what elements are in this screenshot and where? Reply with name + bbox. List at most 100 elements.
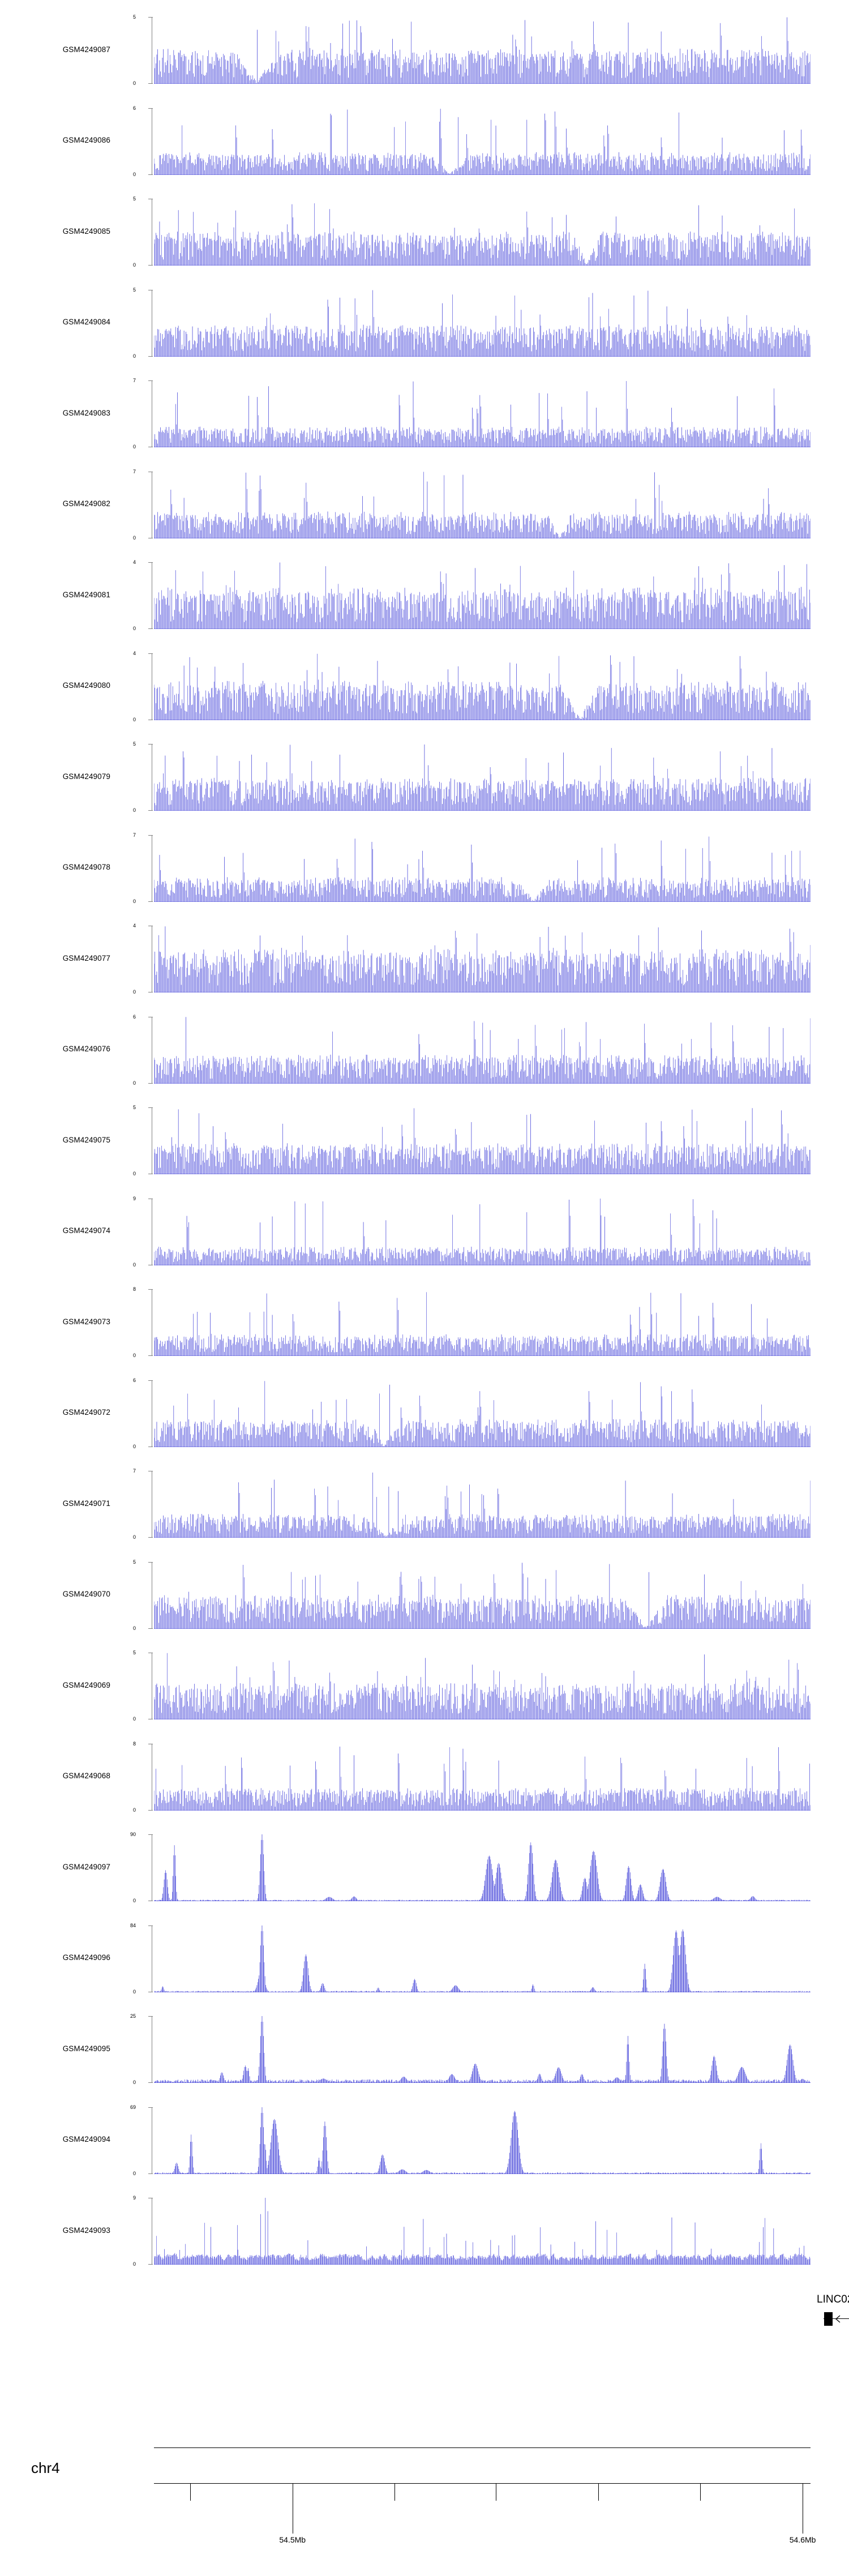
coverage-track[interactable]: GSM4249082 7 0 (0, 469, 849, 563)
coverage-plot-area[interactable] (154, 1562, 811, 1629)
y-axis-max-label: 4 (132, 650, 136, 656)
coverage-track[interactable]: GSM4249086 6 0 (0, 105, 849, 199)
track-label-gsm4249082: GSM4249082 (62, 499, 110, 508)
axis-tick-label: 54.6Mb (789, 2535, 816, 2544)
coverage-track[interactable]: GSM4249095 25 0 (0, 2013, 849, 2107)
coverage-track[interactable]: GSM4249083 7 0 (0, 378, 849, 472)
coverage-plot-area[interactable] (154, 1653, 811, 1719)
y-axis-max-label: 9 (132, 2195, 136, 2201)
coverage-plot-area[interactable] (154, 1380, 811, 1447)
coverage-plot-area[interactable] (154, 2016, 811, 2083)
track-label-gsm4249078: GSM4249078 (62, 863, 110, 872)
y-axis-max-label: 7 (132, 378, 136, 383)
coverage-plot-area[interactable] (154, 744, 811, 811)
y-axis-max-label: 7 (132, 832, 136, 838)
coverage-plot-area[interactable] (154, 926, 811, 992)
y-axis-min-label: 0 (132, 1898, 136, 1903)
coverage-plot-area[interactable] (154, 562, 811, 629)
y-axis-min-label: 0 (132, 1716, 136, 1722)
y-axis-max-label: 90 (130, 1832, 136, 1837)
coverage-plot-area[interactable] (154, 835, 811, 902)
y-axis-min-label: 0 (132, 1080, 136, 1086)
track-label-gsm4249077: GSM4249077 (62, 953, 110, 962)
coverage-track[interactable]: GSM4249071 7 0 (0, 1468, 849, 1562)
y-axis-max-label: 7 (132, 1468, 136, 1474)
track-label-gsm4249069: GSM4249069 (62, 1680, 110, 1689)
coverage-track[interactable]: GSM4249080 4 0 (0, 650, 849, 744)
coverage-track[interactable]: GSM4249077 4 0 (0, 923, 849, 1017)
y-axis-max-label: 5 (132, 1559, 136, 1565)
y-axis-max-label: 25 (130, 2013, 136, 2019)
coverage-plot-area[interactable] (154, 2198, 811, 2265)
y-axis-min-label: 0 (132, 1443, 136, 1449)
track-label-gsm4249072: GSM4249072 (62, 1408, 110, 1417)
y-axis-min-label: 0 (132, 807, 136, 813)
y-axis-max-label: 6 (132, 105, 136, 111)
y-axis-max-label: 9 (132, 1195, 136, 1201)
track-label-gsm4249096: GSM4249096 (62, 1953, 110, 1962)
y-axis-min-label: 0 (132, 353, 136, 359)
coverage-plot-area[interactable] (154, 1471, 811, 1538)
y-axis-min-label: 0 (132, 989, 136, 995)
coverage-plot-area[interactable] (154, 471, 811, 538)
y-axis-max-label: 4 (132, 923, 136, 928)
track-label-gsm4249093: GSM4249093 (62, 2226, 110, 2235)
chromosome-axis: chr4 54.5Mb 54.6Mb (0, 2434, 849, 2576)
y-axis-min-label: 0 (132, 2170, 136, 2176)
coverage-track[interactable]: GSM4249093 9 0 (0, 2195, 849, 2289)
coverage-plot-area[interactable] (154, 653, 811, 720)
coverage-plot-area[interactable] (154, 108, 811, 175)
track-label-gsm4249074: GSM4249074 (62, 1226, 110, 1235)
coverage-track[interactable]: GSM4249085 5 0 (0, 196, 849, 290)
axis-minor-tick (700, 2484, 701, 2501)
y-axis-min-label: 0 (132, 898, 136, 904)
axis-minor-tick (190, 2484, 191, 2501)
coverage-plot-area[interactable] (154, 1834, 811, 1901)
gene-strand-arrow-icon (835, 2315, 841, 2322)
coverage-track[interactable]: GSM4249079 5 0 (0, 741, 849, 835)
coverage-plot-area[interactable] (154, 1744, 811, 1811)
y-axis-min-label: 0 (132, 1988, 136, 1995)
coverage-track[interactable]: GSM4249074 9 0 (0, 1195, 849, 1290)
y-axis-max-label: 8 (132, 1740, 136, 1747)
coverage-track[interactable]: GSM4249096 84 0 (0, 1922, 849, 2017)
y-axis-max-label: 8 (132, 1286, 136, 1292)
track-label-gsm4249075: GSM4249075 (62, 1135, 110, 1144)
coverage-plot-area[interactable] (154, 1198, 811, 1265)
coverage-plot-area[interactable] (154, 199, 811, 266)
coverage-track[interactable]: GSM4249076 6 0 (0, 1014, 849, 1108)
y-axis-min-label: 0 (132, 1261, 136, 1268)
axis-minor-tick (598, 2484, 599, 2501)
y-axis-min-label: 0 (132, 262, 136, 268)
coverage-track[interactable]: GSM4249081 4 0 (0, 560, 849, 653)
coverage-track[interactable]: GSM4249097 90 0 (0, 1832, 849, 1925)
coverage-track[interactable]: GSM4249070 5 0 (0, 1559, 849, 1653)
y-axis-max-label: 5 (132, 741, 136, 747)
coverage-plot-area[interactable] (154, 290, 811, 357)
coverage-track[interactable]: GSM4249072 6 0 (0, 1377, 849, 1471)
coverage-track[interactable]: GSM4249075 5 0 (0, 1105, 849, 1199)
gene-model (824, 2312, 849, 2326)
coverage-track[interactable]: GSM4249068 8 0 (0, 1740, 849, 1835)
axis-baseline (154, 2483, 811, 2484)
y-axis-max-label: 84 (130, 1922, 136, 1928)
track-label-gsm4249076: GSM4249076 (62, 1045, 110, 1054)
track-label-gsm4249073: GSM4249073 (62, 1317, 110, 1326)
y-axis-max-label: 6 (132, 1377, 136, 1383)
track-label-gsm4249070: GSM4249070 (62, 1590, 110, 1599)
coverage-track[interactable]: GSM4249069 5 0 (0, 1650, 849, 1744)
coverage-track[interactable]: GSM4249087 5 0 (0, 15, 849, 108)
coverage-track[interactable]: GSM4249094 69 0 (0, 2104, 849, 2198)
coverage-plot-area[interactable] (154, 1925, 811, 1992)
coverage-plot-area[interactable] (154, 1289, 811, 1356)
gene-annotation-track: LINC02 (0, 2293, 849, 2333)
coverage-plot-area[interactable] (154, 17, 811, 84)
y-axis-max-label: 5 (132, 196, 136, 202)
coverage-track[interactable]: GSM4249084 5 0 (0, 287, 849, 381)
coverage-plot-area[interactable] (154, 1016, 811, 1084)
coverage-track[interactable]: GSM4249073 8 0 (0, 1286, 849, 1380)
coverage-track[interactable]: GSM4249078 7 0 (0, 832, 849, 926)
coverage-plot-area[interactable] (154, 1107, 811, 1174)
coverage-plot-area[interactable] (154, 380, 811, 447)
coverage-plot-area[interactable] (154, 2107, 811, 2174)
